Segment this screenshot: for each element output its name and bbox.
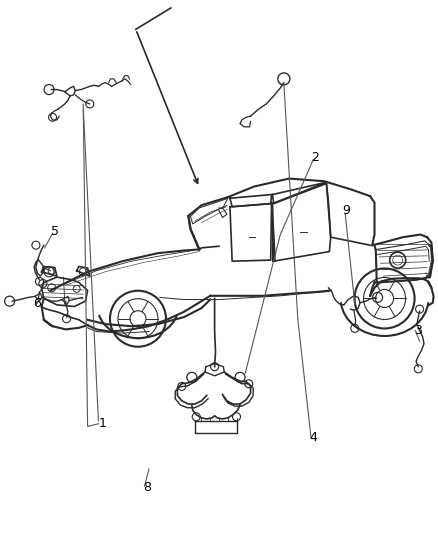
Text: 8: 8	[143, 481, 151, 494]
Text: 6: 6	[33, 297, 41, 310]
Text: 1: 1	[99, 417, 107, 430]
Text: 5: 5	[51, 225, 59, 238]
Text: 3: 3	[414, 324, 422, 337]
Text: 4: 4	[309, 431, 317, 443]
Text: 9: 9	[342, 204, 350, 217]
Text: 2: 2	[311, 151, 319, 164]
